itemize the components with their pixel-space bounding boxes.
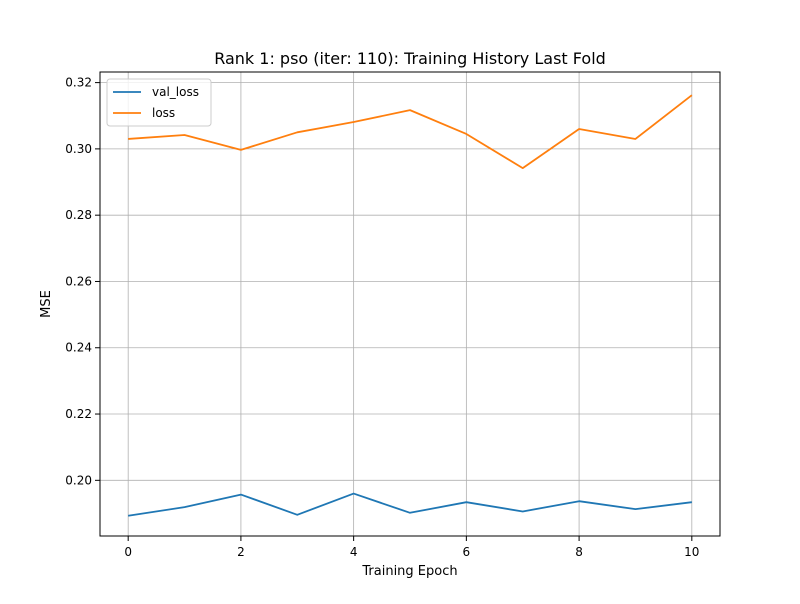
x-tick-label: 8 — [575, 545, 583, 559]
x-tick-label: 2 — [237, 545, 245, 559]
y-tick-label: 0.24 — [65, 341, 92, 355]
y-tick-label: 0.22 — [65, 407, 92, 421]
y-tick-label: 0.28 — [65, 208, 92, 222]
y-tick-label: 0.30 — [65, 142, 92, 156]
x-tick-label: 4 — [350, 545, 358, 559]
y-axis-label: MSE — [39, 290, 54, 318]
x-tick-label: 10 — [684, 545, 699, 559]
legend-label-val-loss: val_loss — [152, 85, 199, 99]
x-tick-label: 6 — [463, 545, 471, 559]
chart-title: Rank 1: pso (iter: 110): Training Histor… — [214, 49, 606, 68]
x-tick-label: 0 — [124, 545, 132, 559]
x-axis-label: Training Epoch — [361, 564, 457, 579]
y-tick-label: 0.32 — [65, 76, 92, 90]
y-tick-label: 0.26 — [65, 274, 92, 288]
legend-label-loss: loss — [152, 106, 175, 120]
y-tick-label: 0.20 — [65, 473, 92, 487]
